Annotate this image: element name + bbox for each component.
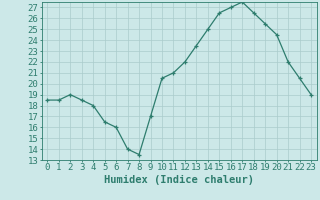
X-axis label: Humidex (Indice chaleur): Humidex (Indice chaleur) bbox=[104, 175, 254, 185]
